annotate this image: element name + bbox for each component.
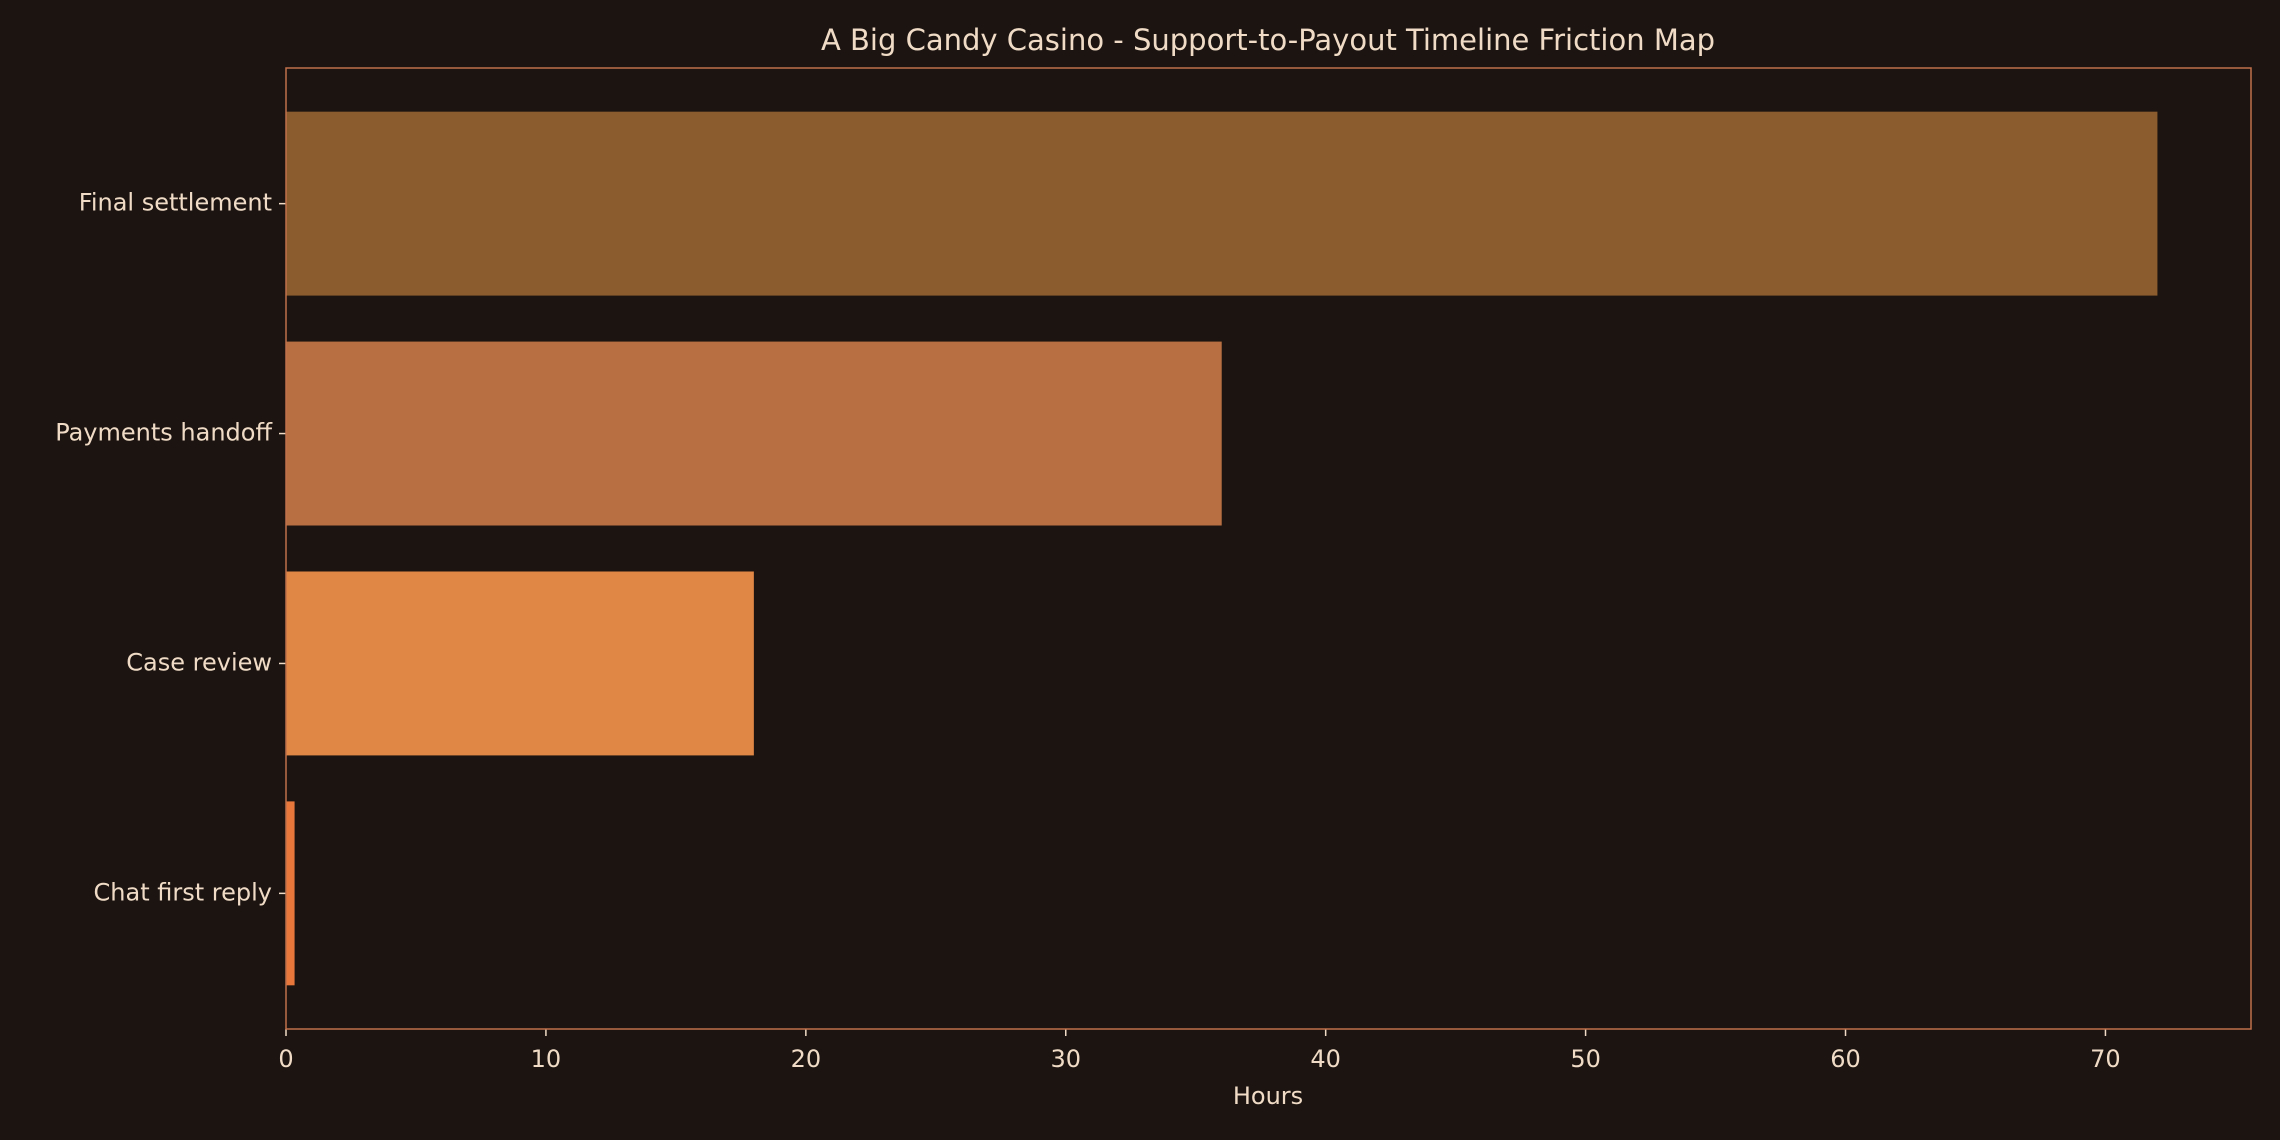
bar	[286, 801, 295, 986]
y-tick-label: Case review	[126, 648, 272, 676]
x-tick-label: 0	[278, 1045, 293, 1073]
x-tick-label: 50	[1570, 1045, 1601, 1073]
y-tick-label: Chat first reply	[94, 878, 272, 906]
x-tick-label: 30	[1050, 1045, 1081, 1073]
x-tick-label: 70	[2090, 1045, 2121, 1073]
y-tick-label: Final settlement	[79, 189, 272, 217]
x-axis-label: Hours	[1233, 1082, 1303, 1110]
chart-title: A Big Candy Casino - Support-to-Payout T…	[821, 23, 1715, 57]
plot-frame	[285, 67, 2252, 1030]
bar	[286, 341, 1222, 526]
x-tick-label: 60	[1830, 1045, 1861, 1073]
x-tick-label: 10	[531, 1045, 562, 1073]
x-tick-label: 20	[791, 1045, 822, 1073]
x-tick-label: 40	[1310, 1045, 1341, 1073]
y-tick-label: Payments handoff	[55, 419, 272, 447]
bar	[286, 111, 2158, 296]
bar	[286, 571, 754, 756]
